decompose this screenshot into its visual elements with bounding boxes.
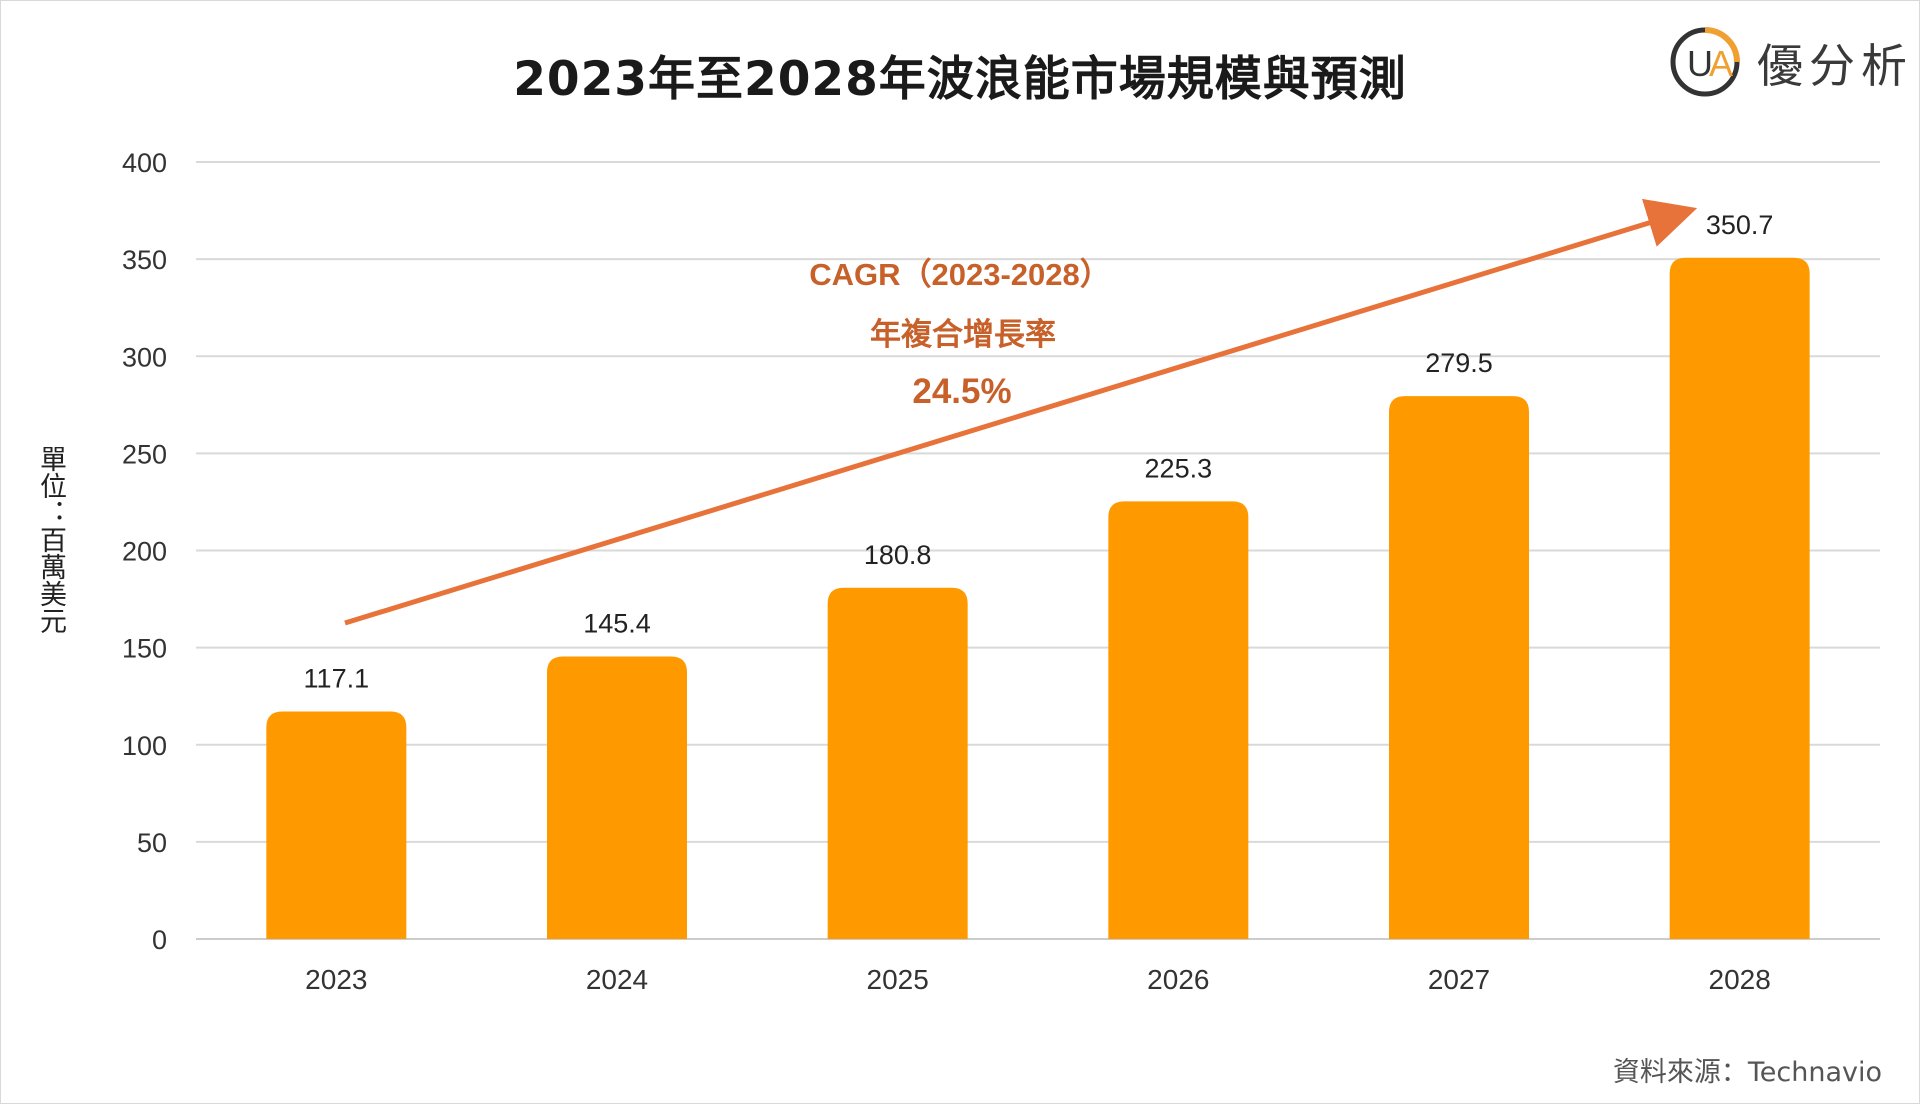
svg-text:A: A [1709, 43, 1733, 84]
gridlines [196, 161, 1880, 940]
data-label-2027: 279.5 [1425, 348, 1493, 378]
cagr-label-line1: CAGR（2023-2028） [809, 257, 1111, 292]
logo-text: 優分析 [1757, 39, 1913, 93]
bars [266, 257, 1810, 939]
x-tick-label-2027: 2027 [1428, 964, 1490, 995]
data-label-2025: 180.8 [864, 540, 932, 570]
x-tick-label-2026: 2026 [1147, 964, 1209, 995]
x-tick-label-2024: 2024 [586, 964, 648, 995]
y-axis-label: 單位：百萬美元 [35, 445, 66, 634]
cagr-annotation: CAGR（2023-2028） 年複合增長率 24.5% [344, 198, 1698, 626]
x-tick-labels: 2023 2024 2025 2026 2027 2028 [305, 964, 1771, 995]
bar-2025 [827, 587, 968, 939]
y-tick-label: 350 [122, 245, 167, 275]
data-label-2026: 225.3 [1145, 453, 1213, 483]
x-tick-label-2023: 2023 [305, 964, 367, 995]
cagr-label-line2: 年複合增長率 [870, 317, 1056, 352]
bar-2028 [1669, 257, 1810, 939]
x-tick-label-2025: 2025 [867, 964, 929, 995]
bar-2024 [547, 656, 687, 939]
data-labels: 117.1 145.4 180.8 225.3 279.5 350.7 [304, 210, 1774, 694]
y-tick-label: 250 [122, 439, 167, 469]
y-tick-label: 400 [122, 148, 167, 178]
source-note: 資料來源：Technavio [1612, 1057, 1882, 1088]
cagr-value: 24.5% [912, 372, 1011, 411]
data-label-2028: 350.7 [1706, 210, 1774, 240]
logo-mark-icon: U A [1670, 27, 1740, 97]
svg-text:U: U [1687, 43, 1713, 84]
trend-arrow [344, 198, 1698, 626]
chart-title: 2023年至2028年波浪能市場規模與預測 [513, 52, 1407, 107]
y-tick-label: 50 [137, 828, 167, 858]
y-tick-label: 300 [122, 342, 167, 372]
brand-logo: U A 優分析 [1665, 22, 1907, 102]
bar-2027 [1389, 396, 1529, 939]
y-tick-label: 200 [122, 537, 167, 567]
y-tick-label: 100 [122, 731, 167, 761]
bar-2026 [1108, 501, 1249, 939]
data-label-2023: 117.1 [304, 664, 370, 694]
x-tick-label-2028: 2028 [1709, 964, 1771, 995]
y-tick-labels: 0 50 100 150 200 250 300 350 400 [122, 148, 167, 955]
y-tick-label: 0 [152, 925, 167, 955]
y-tick-label: 150 [122, 634, 167, 664]
bar-2023 [266, 711, 407, 939]
data-label-2024: 145.4 [583, 609, 651, 639]
